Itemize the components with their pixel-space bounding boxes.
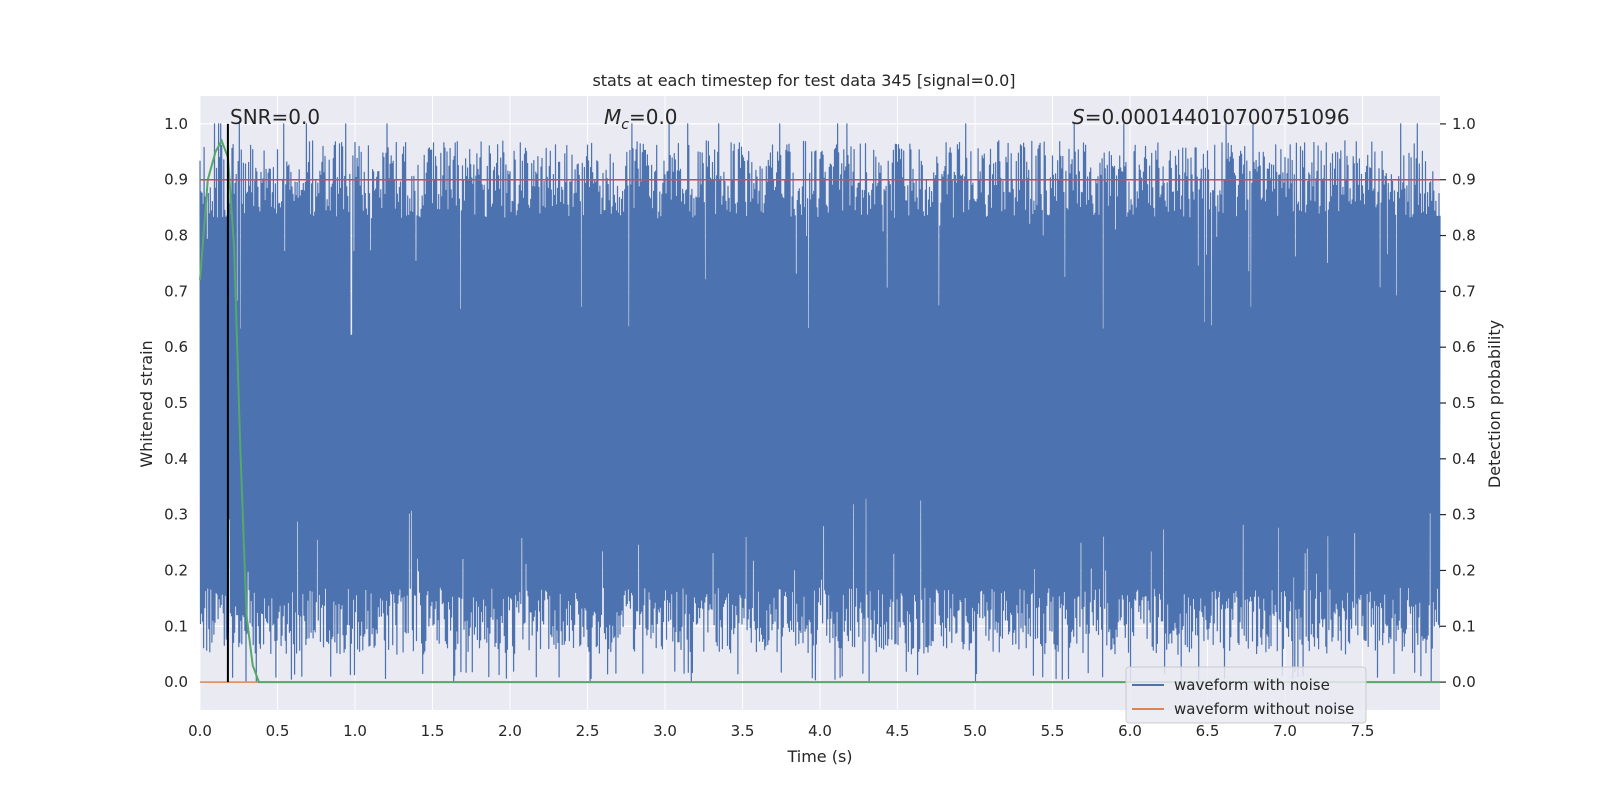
x-tick-label: 5.5 — [1041, 722, 1065, 740]
x-tick-label: 1.5 — [421, 722, 445, 740]
detection-probability-line — [199, 138, 1440, 684]
y-tick-label-left: 0.0 — [164, 673, 188, 691]
x-tick-label: 4.0 — [808, 722, 832, 740]
y-axis-left-label: Whitened strain — [137, 340, 156, 467]
mc-annotation: Mc=0.0 — [604, 105, 678, 133]
y-tick-label-right: 0.7 — [1452, 282, 1476, 300]
y-tick-label-right: 1.0 — [1452, 115, 1476, 133]
mc-symbol: M — [604, 105, 621, 129]
x-tick-label: 6.0 — [1118, 722, 1142, 740]
y-tick-label-left: 0.8 — [164, 227, 188, 245]
x-tick-label: 6.5 — [1196, 722, 1220, 740]
y-axis-right-label: Detection probability — [1485, 320, 1504, 488]
y-tick-label-left: 0.9 — [164, 171, 188, 189]
legend-label-clean: waveform without noise — [1174, 700, 1354, 718]
x-tick-label: 3.0 — [653, 722, 677, 740]
y-tick-label-right: 0.4 — [1452, 450, 1476, 468]
y-tick-label-left: 0.7 — [164, 282, 188, 300]
y-tick-label-left: 0.4 — [164, 450, 188, 468]
x-tick-label: 3.5 — [731, 722, 755, 740]
y-tick-label-left: 0.6 — [164, 338, 188, 356]
y-tick-label-left: 0.5 — [164, 394, 188, 412]
x-tick-label: 0.5 — [266, 722, 290, 740]
y-axis-left-ticks: 0.0 0.1 0.2 0.3 0.4 0.5 0.6 0.7 0.8 0.9 1.0 — [164, 115, 188, 691]
chart-title: stats at each timestep for test data 345… — [592, 71, 1015, 90]
y-tick-label-right: 0.9 — [1452, 171, 1476, 189]
x-tick-label: 4.5 — [886, 722, 910, 740]
x-axis-label: Time (s) — [786, 747, 852, 766]
y-tick-label-right: 0.5 — [1452, 394, 1476, 412]
x-tick-label: 2.5 — [576, 722, 600, 740]
legend-label-noise: waveform with noise — [1174, 676, 1330, 694]
s-annotation: S=0.000144010700751096 — [1072, 105, 1350, 129]
snr-annotation: SNR=0.0 — [230, 105, 320, 129]
y-tick-label-right: 0.0 — [1452, 673, 1476, 691]
y-tick-label-left: 0.2 — [164, 561, 188, 579]
x-tick-label: 7.5 — [1351, 722, 1375, 740]
y-tick-label-right: 0.3 — [1452, 506, 1476, 524]
y-tick-label-left: 0.3 — [164, 506, 188, 524]
y-tick-label-right: 0.8 — [1452, 227, 1476, 245]
x-tick-label: 7.0 — [1273, 722, 1297, 740]
y-tick-label-right: 0.1 — [1452, 617, 1476, 635]
x-axis-ticks: 0.0 0.5 1.0 1.5 2.0 2.5 3.0 3.5 4.0 4.5 5.0 5.5 6.0 6… — [188, 722, 1374, 740]
series-waveform-with-noise — [199, 123, 1441, 683]
mc-subscript: c — [621, 117, 629, 133]
x-tick-label: 5.0 — [963, 722, 987, 740]
legend-box — [1125, 666, 1367, 724]
mc-value: =0.0 — [629, 105, 678, 129]
x-tick-label: 0.0 — [188, 722, 212, 740]
y-axis-right-ticks: 0.0 0.1 0.2 0.3 0.4 0.5 0.6 0.7 0.8 0.9 1.0 — [1440, 115, 1476, 691]
waveform-with-noise-line — [199, 123, 1441, 683]
x-tick-label: 1.0 — [343, 722, 367, 740]
x-tick-label: 2.0 — [498, 722, 522, 740]
y-tick-label-left: 0.1 — [164, 617, 188, 635]
y-tick-label-right: 0.2 — [1452, 561, 1476, 579]
legend: waveform with noise waveform without noi… — [1125, 666, 1367, 724]
s-value: =0.000144010700751096 — [1085, 105, 1350, 129]
y-tick-label-right: 0.6 — [1452, 338, 1476, 356]
y-tick-label-left: 1.0 — [164, 115, 188, 133]
s-symbol: S — [1072, 105, 1085, 129]
